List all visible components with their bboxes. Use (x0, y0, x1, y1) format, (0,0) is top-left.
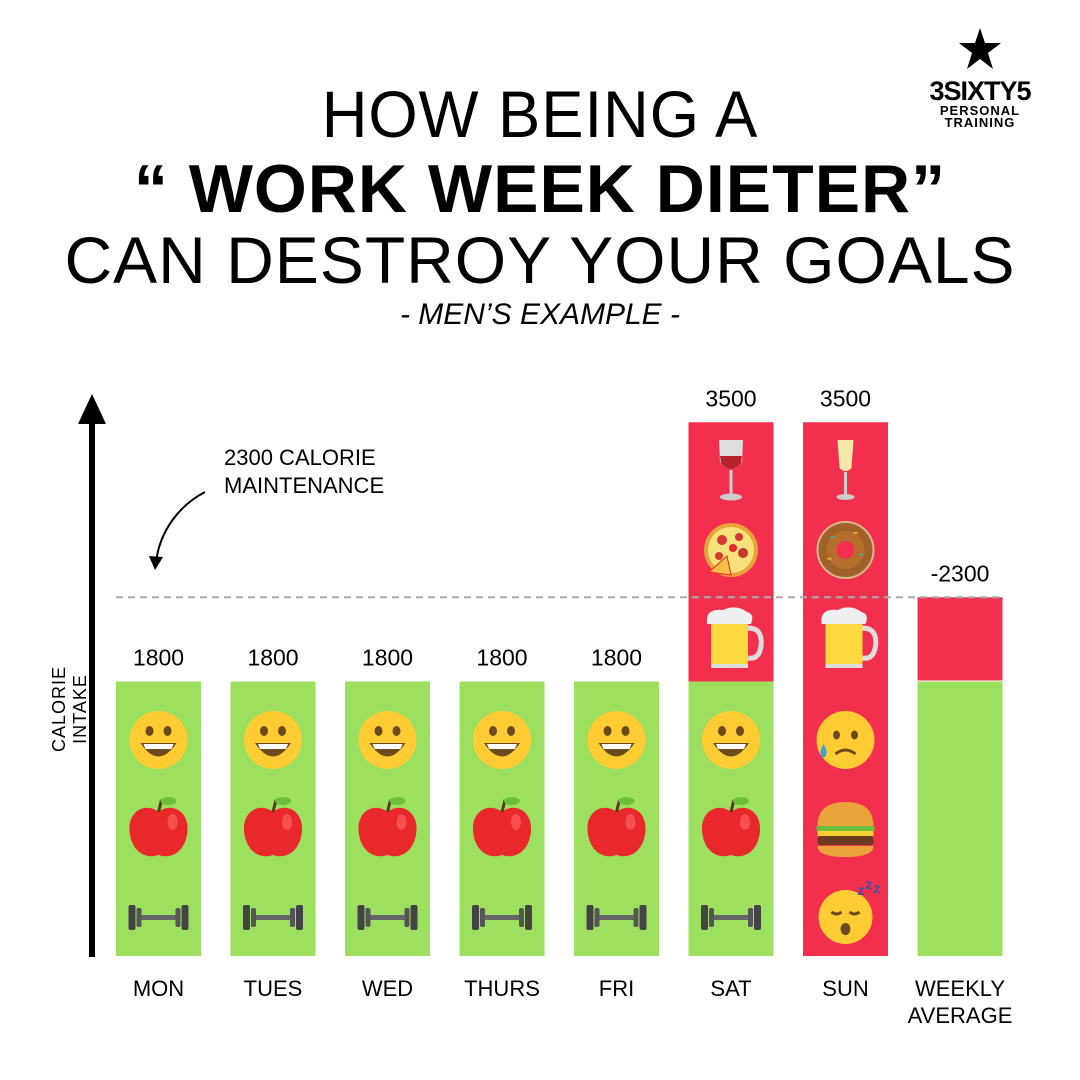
logo-tagline-2: TRAINING (944, 115, 1016, 130)
value-label: 1800 (591, 645, 642, 671)
svg-text:z: z (858, 882, 865, 898)
champagne-icon (836, 440, 855, 500)
bar-segment-red (803, 422, 888, 956)
value-label: 3500 (820, 385, 871, 411)
pizza-icon (704, 523, 758, 577)
bar-mon (116, 681, 201, 956)
apple-icon (587, 797, 646, 857)
bar-tues (230, 681, 316, 956)
bar-weekly-average (917, 597, 1003, 956)
smiley-icon (473, 711, 531, 769)
value-label: -2300 (931, 560, 990, 586)
value-label: 1800 (362, 645, 413, 671)
beer-icon (821, 607, 879, 668)
bar-segment-red (917, 597, 1003, 681)
annotation-arrowhead-icon (149, 556, 163, 570)
title-line-2: “ WORK WEEK DIETER” (133, 151, 947, 227)
category-label: SAT (710, 976, 751, 1001)
annotation-arrow-icon (155, 491, 206, 563)
value-label: 1800 (247, 645, 298, 671)
category-label: MON (133, 976, 184, 1001)
value-label: 1800 (133, 645, 184, 671)
bar-sat (688, 422, 774, 956)
dumbbell-icon (586, 905, 647, 930)
subtitle: - MEN’S EXAMPLE - (399, 298, 681, 331)
logo-name: 3SIXTY5 (929, 76, 1031, 106)
dumbbell-icon (128, 905, 189, 930)
category-label: WED (362, 976, 413, 1001)
smiley-icon (587, 711, 646, 769)
reference-label-line-1: 2300 CALORIE (224, 445, 376, 470)
donut-icon (816, 521, 875, 579)
reference-annotation: 2300 CALORIE MAINTENANCE (224, 444, 384, 500)
smiley-icon (358, 711, 417, 769)
bar-wed (345, 681, 430, 956)
category-label: SUN (822, 976, 868, 1001)
logo-tagline-1: PERSONAL (939, 103, 1021, 118)
svg-text:z: z (874, 880, 881, 896)
category-label: THURS (464, 976, 540, 1001)
bar-thurs (459, 681, 545, 956)
beer-icon (706, 607, 764, 668)
reference-label-line-2: MAINTENANCE (224, 473, 385, 498)
title-line-1: HOW BEING A (321, 77, 759, 151)
bar-fri (574, 681, 659, 956)
apple-icon (129, 797, 188, 857)
svg-text:z: z (866, 876, 873, 892)
apple-icon (243, 797, 303, 857)
dumbbell-icon (243, 905, 303, 930)
category-label: AVERAGE (908, 1003, 1013, 1028)
apple-icon (472, 797, 532, 857)
bar-segment-green (917, 681, 1003, 956)
dumbbell-icon (357, 905, 418, 930)
wine-icon (719, 440, 743, 501)
category-label: WEEKLY (915, 976, 1005, 1001)
dumbbell-icon (701, 905, 761, 930)
star-icon (959, 28, 1001, 69)
dumbbell-icon (472, 905, 532, 930)
category-label: TUES (244, 976, 303, 1001)
apple-icon (701, 797, 761, 857)
title-line-3: CAN DESTROY YOUR GOALS (64, 223, 1016, 297)
value-label: 1800 (476, 645, 527, 671)
sad-sweat-icon (816, 711, 875, 769)
smiley-icon (129, 711, 188, 769)
category-label: FRI (599, 976, 634, 1001)
burger-icon (816, 802, 875, 857)
logo: 3SIXTY5 PERSONAL TRAINING (900, 28, 1060, 129)
smiley-icon (244, 711, 302, 769)
y-axis-arrow-icon (78, 394, 106, 424)
y-axis (78, 394, 106, 957)
value-label: 3500 (705, 385, 756, 411)
smiley-icon (702, 711, 760, 769)
apple-icon (358, 797, 417, 857)
